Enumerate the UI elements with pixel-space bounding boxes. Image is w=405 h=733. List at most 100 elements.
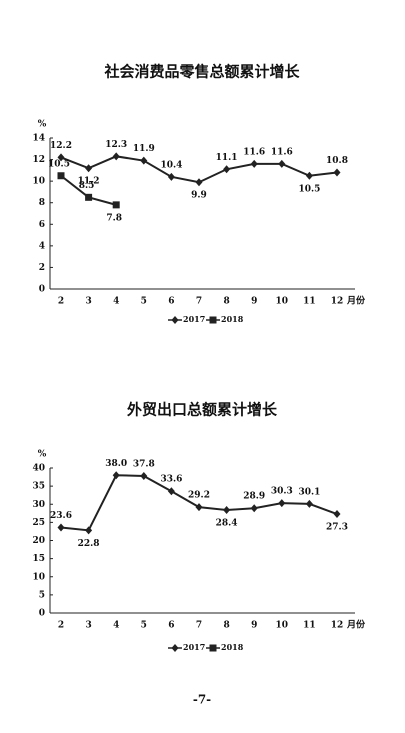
legend-label: 2017 <box>183 642 205 652</box>
data-label: 33.6 <box>160 475 182 485</box>
data-point <box>112 471 120 480</box>
data-label: 11.6 <box>271 147 293 157</box>
data-point <box>278 499 286 508</box>
y-tick-label: 0 <box>39 609 45 619</box>
x-tick-label: 3 <box>85 297 91 307</box>
data-label: 12.2 <box>50 141 72 151</box>
data-label: 7.8 <box>106 213 122 223</box>
y-axis-label: % <box>38 450 47 460</box>
data-point <box>278 159 286 168</box>
legend-label: 2018 <box>221 314 244 324</box>
chart-title: 外贸出口总额累计增长 <box>126 401 278 419</box>
data-point <box>223 506 231 515</box>
data-label: 30.3 <box>271 487 293 497</box>
x-tick-label: 10 <box>276 621 289 631</box>
data-point <box>305 499 313 508</box>
y-tick-label: 20 <box>32 536 45 546</box>
y-tick-label: 6 <box>39 220 45 230</box>
y-tick-label: 15 <box>32 554 45 564</box>
series-line <box>60 474 338 532</box>
data-label: 23.6 <box>50 511 72 521</box>
x-tick-label: 12 <box>331 621 344 631</box>
data-label: 11.1 <box>216 153 238 163</box>
legend-marker <box>171 644 179 652</box>
page-number: -7- <box>193 693 211 707</box>
y-tick-label: 35 <box>32 482 45 492</box>
x-tick-label: 8 <box>223 621 229 631</box>
data-point <box>57 172 65 180</box>
y-tick-label: 8 <box>39 198 45 208</box>
data-label: 38.0 <box>105 459 127 469</box>
data-point <box>85 164 93 173</box>
data-point <box>223 165 231 174</box>
data-label: 11.2 <box>78 177 100 187</box>
data-label: 12.3 <box>105 140 127 150</box>
data-point <box>57 153 65 162</box>
data-point <box>333 510 341 519</box>
data-point <box>85 193 93 201</box>
data-label: 11.6 <box>243 147 265 157</box>
data-point <box>112 201 120 209</box>
data-point <box>85 526 93 535</box>
legend-marker <box>171 316 179 324</box>
data-label: 37.8 <box>133 459 155 469</box>
data-point <box>167 172 175 181</box>
data-point <box>112 152 120 161</box>
x-tick-label: 6 <box>168 297 174 307</box>
data-label: 8.5 <box>79 181 95 191</box>
x-axis-label: 月份 <box>346 619 366 631</box>
x-tick-label: 9 <box>251 297 257 307</box>
y-tick-label: 0 <box>39 285 45 295</box>
x-tick-label: 2 <box>58 297 64 307</box>
x-tick-label: 9 <box>251 621 257 631</box>
y-tick-label: 10 <box>32 177 45 187</box>
data-label: 27.3 <box>326 523 348 533</box>
legend-label: 2017 <box>183 314 205 324</box>
data-label: 10.8 <box>326 156 348 166</box>
data-label: 29.2 <box>188 491 210 501</box>
x-tick-label: 5 <box>141 621 147 631</box>
data-label: 10.5 <box>48 159 70 169</box>
y-tick-label: 25 <box>32 518 45 528</box>
x-tick-label: 5 <box>141 297 147 307</box>
x-tick-label: 4 <box>113 621 119 631</box>
x-axis-label: 月份 <box>346 295 366 307</box>
y-tick-label: 12 <box>32 155 45 165</box>
y-tick-label: 2 <box>39 263 45 273</box>
x-tick-label: 4 <box>113 297 119 307</box>
y-tick-label: 30 <box>32 500 45 510</box>
x-tick-label: 7 <box>196 297 202 307</box>
data-point <box>305 171 313 180</box>
x-tick-label: 3 <box>85 621 91 631</box>
legend-marker <box>209 644 217 652</box>
data-label: 10.4 <box>160 160 182 170</box>
legend-marker <box>209 316 217 324</box>
x-tick-label: 12 <box>331 297 344 307</box>
data-label: 30.1 <box>298 487 320 497</box>
data-point <box>195 178 203 187</box>
data-point <box>140 471 148 480</box>
data-label: 9.9 <box>191 191 207 201</box>
y-tick-label: 10 <box>32 572 45 582</box>
y-tick-label: 4 <box>39 241 45 251</box>
x-tick-label: 10 <box>276 297 289 307</box>
chart-title: 社会消费品零售总额累计增长 <box>103 63 300 81</box>
x-tick-label: 6 <box>168 621 174 631</box>
data-label: 10.5 <box>298 184 320 194</box>
x-tick-label: 8 <box>223 297 229 307</box>
y-tick-label: 14 <box>32 134 45 144</box>
data-point <box>333 168 341 177</box>
y-tick-label: 5 <box>39 590 45 600</box>
data-point <box>140 156 148 165</box>
data-label: 28.4 <box>216 519 238 529</box>
data-point <box>250 159 258 168</box>
x-tick-label: 7 <box>196 621 202 631</box>
legend-label: 2018 <box>221 642 244 652</box>
data-point <box>195 503 203 512</box>
data-point <box>57 523 65 532</box>
x-tick-label: 11 <box>303 297 316 307</box>
data-label: 22.8 <box>78 539 100 549</box>
data-label: 28.9 <box>243 492 265 502</box>
x-tick-label: 11 <box>303 621 316 631</box>
